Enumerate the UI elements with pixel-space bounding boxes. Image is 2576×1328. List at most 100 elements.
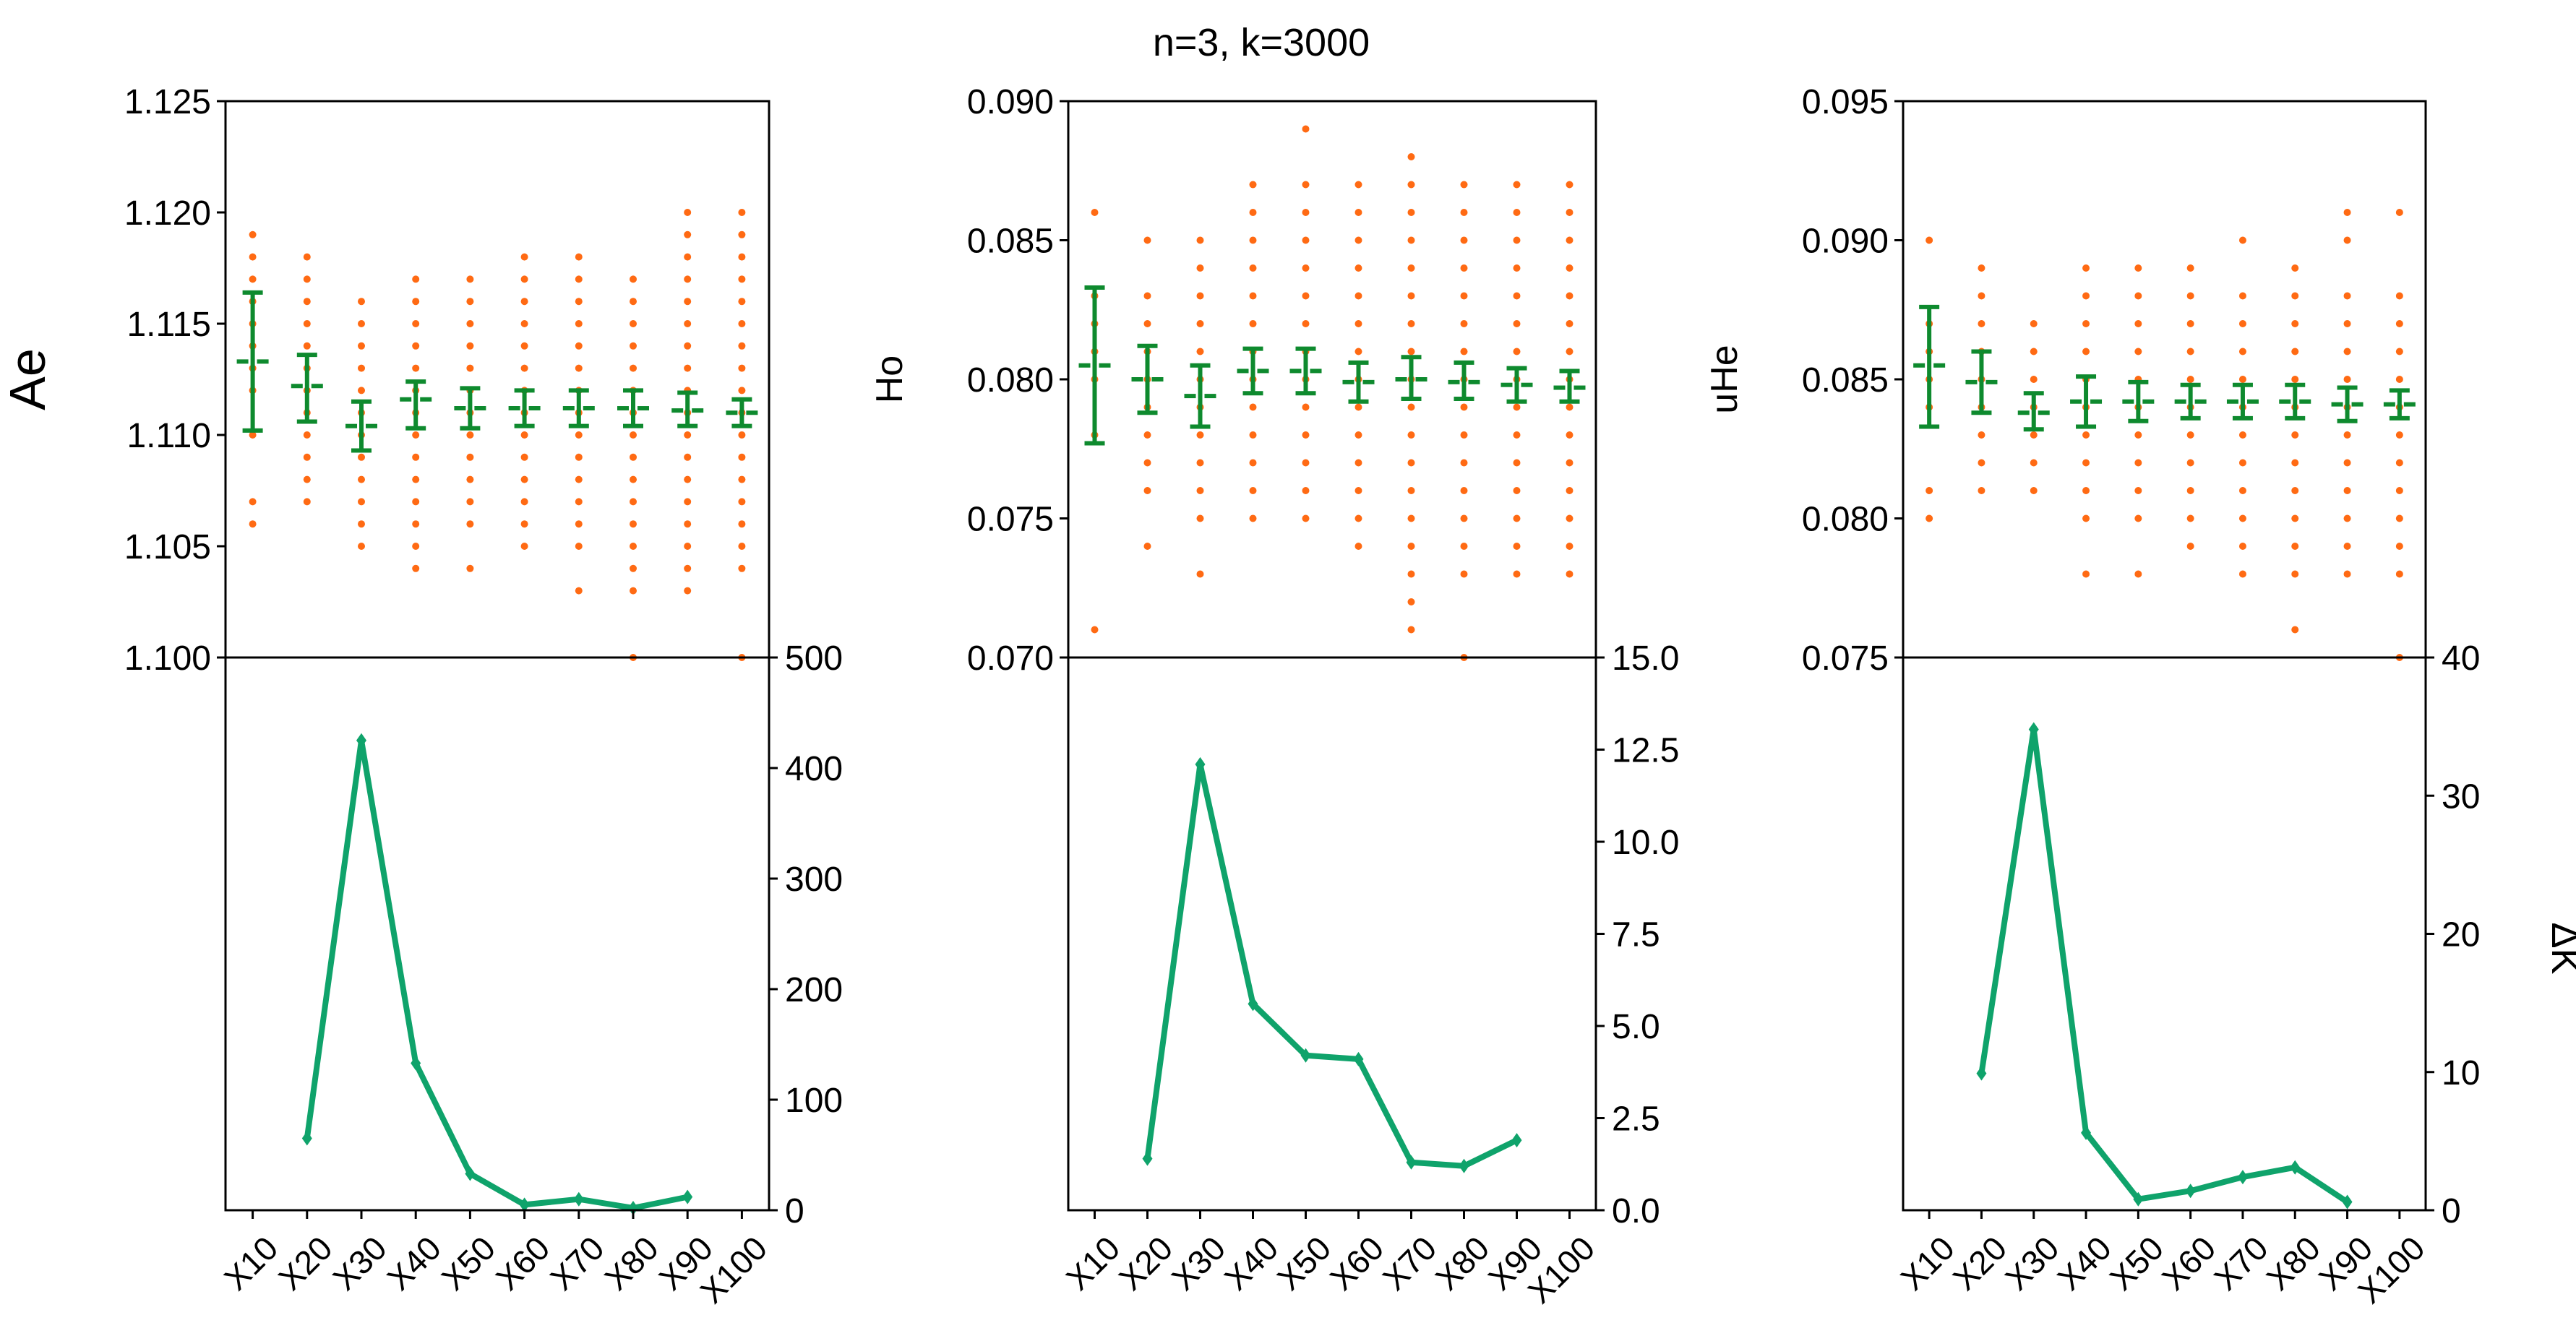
scatter-point	[738, 453, 746, 461]
delta-line	[1144, 761, 1519, 1169]
scatter-point	[2030, 320, 2038, 327]
scatter-point	[1354, 514, 1362, 522]
scatter-point	[1302, 431, 1310, 439]
scatter-point	[1407, 236, 1415, 244]
scatter-point	[466, 364, 474, 372]
scatter-point	[1249, 514, 1257, 522]
scatter-point	[1978, 264, 1985, 272]
y-tick-label: 40	[2442, 639, 2480, 678]
y-tick-label: 0.0	[1612, 1192, 1660, 1230]
scatter-point	[1460, 292, 1468, 300]
scatter-point	[303, 275, 311, 283]
y-tick-label: 1.125	[124, 83, 211, 121]
delta-point	[301, 1131, 312, 1146]
y-tick-label: 0.075	[1802, 639, 1889, 678]
scatter-point	[520, 475, 528, 483]
scatter-point	[2134, 459, 2142, 467]
scatter-point	[1566, 543, 1573, 550]
scatter-point	[2343, 459, 2351, 467]
bottom-y-axis-label: ΔK	[2543, 922, 2576, 974]
scatter-point	[1407, 487, 1415, 494]
scatter-point	[2186, 514, 2194, 522]
y-tick-label: 0.075	[967, 501, 1054, 539]
scatter-point	[2291, 514, 2299, 522]
y-tick-label: 0.070	[967, 639, 1054, 678]
delta-line	[304, 737, 688, 1211]
y-tick-label: 12.5	[1612, 732, 1679, 770]
scatter-point	[1460, 459, 1468, 467]
scatter-point	[2395, 459, 2403, 467]
scatter-point	[358, 364, 365, 372]
scatter-point	[738, 342, 746, 350]
scatter-point	[466, 564, 474, 572]
y-tick-label: 1.115	[126, 306, 211, 344]
scatter-point	[684, 475, 692, 483]
y-tick-label: 1.110	[126, 417, 211, 455]
scatter-point	[738, 543, 746, 550]
scatter-point	[520, 543, 528, 550]
scatter-point	[2291, 264, 2299, 272]
scatter-point	[684, 498, 692, 506]
scatter-point	[2343, 570, 2351, 578]
scatter-point	[1460, 543, 1468, 550]
scatter-point	[1249, 487, 1257, 494]
scatter-point	[1249, 236, 1257, 244]
scatter-point	[630, 275, 637, 283]
scatter-point	[684, 520, 692, 528]
scatter-point	[520, 520, 528, 528]
scatter-point	[1407, 320, 1415, 327]
y-tick-label: 200	[785, 971, 843, 1009]
scatter-point	[1566, 431, 1573, 439]
scatter-point	[1302, 209, 1310, 216]
scatter-point	[2291, 431, 2299, 439]
scatter-point	[575, 342, 583, 350]
scatter-point	[1354, 403, 1362, 411]
delta-point	[1248, 996, 1258, 1012]
scatter-point	[303, 498, 311, 506]
scatter-point	[1407, 598, 1415, 605]
scatter-point	[2291, 320, 2299, 327]
scatter-point	[303, 298, 311, 306]
scatter-point	[2134, 431, 2142, 439]
scatter-point	[1460, 431, 1468, 439]
scatter-point	[1196, 348, 1204, 355]
y-tick-label: 500	[785, 639, 843, 678]
delta-point	[2237, 1170, 2248, 1185]
scatter-point	[630, 587, 637, 595]
scatter-point	[684, 587, 692, 595]
y-tick-label: 1.105	[124, 528, 211, 566]
scatter-point	[1978, 459, 1985, 467]
delta-point	[465, 1166, 476, 1181]
scatter-point	[1249, 403, 1257, 411]
scatter-point	[2082, 487, 2090, 494]
scatter-point	[630, 453, 637, 461]
top-y-axis-label: Ae	[0, 348, 56, 410]
scatter-point	[412, 342, 420, 350]
scatter-point	[630, 364, 637, 372]
delta-point	[1406, 1155, 1417, 1170]
scatter-point	[1407, 459, 1415, 467]
scatter-point	[575, 543, 583, 550]
scatter-point	[1196, 292, 1204, 300]
scatter-point	[1407, 153, 1415, 160]
scatter-point	[249, 431, 257, 439]
scatter-point	[1460, 209, 1468, 216]
y-tick-label: 1.120	[124, 194, 211, 233]
scatter-point	[2186, 264, 2194, 272]
y-tick-label: 10.0	[1612, 824, 1679, 862]
y-tick-label: 10	[2442, 1054, 2480, 1092]
scatter-point	[1513, 570, 1521, 578]
scatter-point	[738, 364, 746, 372]
scatter-point	[2030, 459, 2038, 467]
scatter-point	[412, 298, 420, 306]
scatter-point	[1354, 320, 1362, 327]
scatter-point	[1249, 209, 1257, 216]
scatter-point	[2343, 348, 2351, 355]
y-tick-label: 0.085	[1802, 361, 1889, 400]
scatter-point	[358, 453, 365, 461]
scatter-point	[1925, 236, 1933, 244]
scatter-point	[466, 475, 474, 483]
scatter-point	[1460, 264, 1468, 272]
scatter-point	[2343, 376, 2351, 383]
top-y-axis-label: uHe	[1704, 345, 1746, 413]
